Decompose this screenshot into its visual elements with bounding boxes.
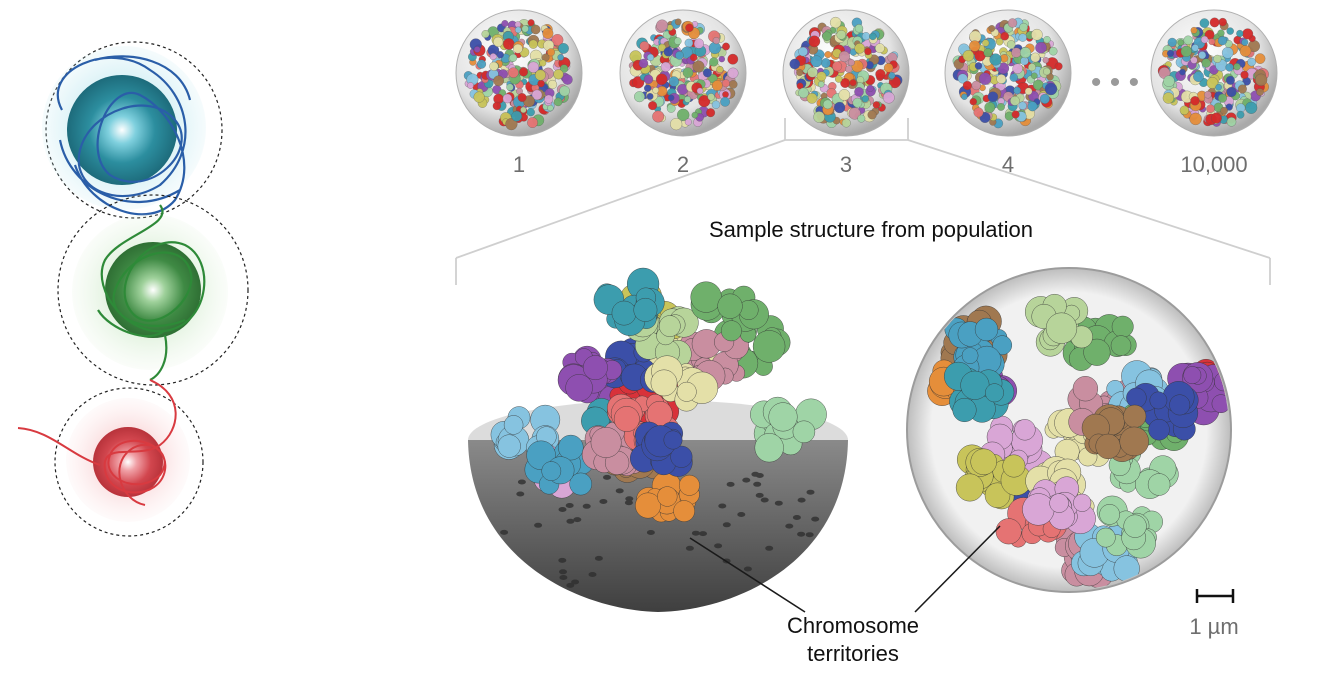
population-label-10000: 10,000 xyxy=(1180,152,1248,177)
cross-section-territory-16 xyxy=(1167,362,1229,426)
territory-green xyxy=(57,194,249,386)
territory-blue xyxy=(42,41,223,219)
sample-title: Sample structure from population xyxy=(708,217,1034,242)
territory-red xyxy=(17,379,204,537)
cross-section-structure xyxy=(906,267,1232,593)
population-label-4: 4 xyxy=(1001,152,1015,177)
structure-1 xyxy=(455,9,583,137)
structure-10000 xyxy=(1150,9,1278,137)
cross-section-territory-26 xyxy=(1096,495,1163,559)
hemisphere-territory-19 xyxy=(690,281,769,343)
structure-3 xyxy=(782,9,910,137)
cross-section-territory-17 xyxy=(944,361,1015,423)
structure-4 xyxy=(944,9,1072,137)
cross-section-territory-23 xyxy=(1081,404,1149,463)
cross-section-territory-12 xyxy=(955,444,1032,510)
cross-section-territory-15 xyxy=(1024,294,1093,357)
hemisphere-territory-16 xyxy=(557,345,622,404)
cross-section-territory-22 xyxy=(1126,381,1199,441)
callout-line-2: territories xyxy=(807,641,899,666)
hemisphere-territory-14 xyxy=(524,434,595,496)
population-ellipsis: • • • xyxy=(1091,66,1139,99)
hemisphere-territory-22 xyxy=(629,421,693,477)
scale-bar-label: 1 µm xyxy=(1189,614,1239,639)
hemisphere-territory-11 xyxy=(750,396,827,463)
structure-2 xyxy=(619,9,747,137)
population-label-2: 2 xyxy=(676,152,690,177)
hemisphere-territory-21 xyxy=(606,393,680,457)
structure-population xyxy=(455,9,1278,137)
hemisphere-territory-18 xyxy=(644,355,719,412)
scale-bar xyxy=(1195,589,1235,603)
callout-label: Chromosome territories xyxy=(787,612,919,668)
chromosome-schematic xyxy=(17,41,249,537)
hemisphere-territory-13 xyxy=(635,471,700,523)
hemisphere-structure xyxy=(468,267,848,612)
hemisphere-territory-17 xyxy=(593,267,665,336)
population-label-1: 1 xyxy=(512,152,526,177)
callout-line-1: Chromosome xyxy=(786,613,920,638)
cross-section-territory-25 xyxy=(1022,476,1096,535)
zoom-connector xyxy=(455,118,1271,285)
population-label-3: 3 xyxy=(839,152,853,177)
callout-lines xyxy=(689,525,1001,613)
